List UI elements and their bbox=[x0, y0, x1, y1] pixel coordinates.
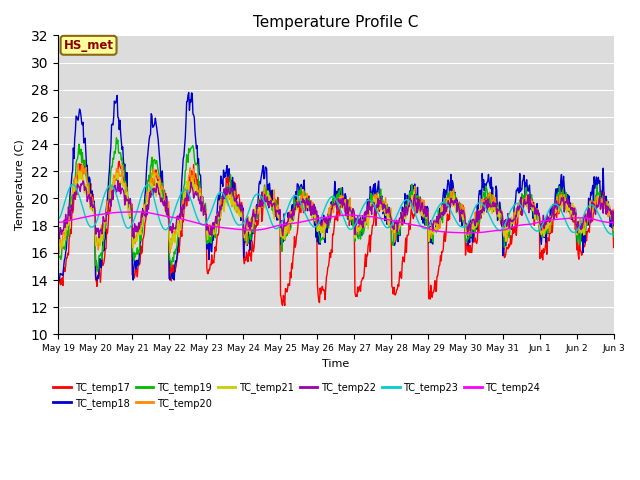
TC_temp19 bbox=[477, 204, 484, 210]
TC_temp20 bbox=[74, 161, 82, 167]
TC_temp22 bbox=[610, 223, 618, 229]
Line: TC_temp19: TC_temp19 bbox=[58, 138, 614, 271]
TC_temp22 bbox=[54, 228, 62, 234]
Line: TC_temp23: TC_temp23 bbox=[58, 184, 614, 234]
TC_temp22 bbox=[393, 217, 401, 223]
TC_temp19 bbox=[534, 216, 541, 221]
TC_temp17 bbox=[281, 303, 289, 309]
TC_temp19 bbox=[378, 195, 386, 201]
TC_temp21 bbox=[533, 209, 541, 215]
Line: TC_temp20: TC_temp20 bbox=[58, 164, 614, 254]
TC_temp22 bbox=[378, 201, 386, 206]
TC_temp24 bbox=[134, 209, 141, 215]
Line: TC_temp18: TC_temp18 bbox=[58, 93, 614, 280]
TC_temp18 bbox=[89, 208, 97, 214]
TC_temp19 bbox=[610, 234, 618, 240]
TC_temp21 bbox=[409, 199, 417, 205]
TC_temp24 bbox=[477, 229, 484, 235]
TC_temp23 bbox=[89, 224, 97, 230]
TC_temp21 bbox=[476, 206, 484, 212]
TC_temp21 bbox=[610, 223, 618, 228]
TC_temp20 bbox=[477, 208, 484, 214]
TC_temp17 bbox=[393, 287, 401, 293]
TC_temp19 bbox=[393, 228, 401, 234]
Line: TC_temp22: TC_temp22 bbox=[58, 180, 614, 239]
TC_temp18 bbox=[54, 272, 62, 278]
TC_temp24 bbox=[88, 213, 96, 218]
Text: HS_met: HS_met bbox=[63, 39, 113, 52]
TC_temp21 bbox=[54, 246, 62, 252]
TC_temp18 bbox=[534, 216, 541, 222]
TC_temp20 bbox=[55, 252, 63, 257]
TC_temp19 bbox=[54, 254, 62, 260]
TC_temp17 bbox=[54, 269, 62, 275]
TC_temp23 bbox=[378, 217, 385, 223]
TC_temp18 bbox=[56, 277, 63, 283]
TC_temp18 bbox=[410, 183, 417, 189]
TC_temp17 bbox=[610, 245, 618, 251]
TC_temp22 bbox=[410, 202, 417, 208]
Title: Temperature Profile C: Temperature Profile C bbox=[253, 15, 419, 30]
TC_temp23 bbox=[476, 200, 484, 206]
TC_temp23 bbox=[68, 181, 76, 187]
Line: TC_temp21: TC_temp21 bbox=[58, 171, 614, 249]
TC_temp18 bbox=[185, 90, 193, 96]
TC_temp21 bbox=[89, 200, 97, 206]
TC_temp24 bbox=[464, 230, 472, 236]
Line: TC_temp24: TC_temp24 bbox=[58, 212, 614, 233]
TC_temp20 bbox=[54, 240, 62, 245]
TC_temp24 bbox=[392, 218, 400, 224]
TC_temp21 bbox=[378, 199, 385, 205]
Legend: TC_temp17, TC_temp18, TC_temp19, TC_temp20, TC_temp21, TC_temp22, TC_temp23, TC_: TC_temp17, TC_temp18, TC_temp19, TC_temp… bbox=[50, 378, 544, 413]
TC_temp20 bbox=[90, 205, 97, 211]
Line: TC_temp17: TC_temp17 bbox=[58, 160, 614, 306]
TC_temp17 bbox=[410, 216, 417, 221]
TC_temp20 bbox=[393, 227, 401, 232]
TC_temp18 bbox=[378, 193, 386, 199]
TC_temp21 bbox=[75, 168, 83, 174]
TC_temp23 bbox=[392, 215, 400, 220]
TC_temp22 bbox=[534, 207, 541, 213]
TC_temp24 bbox=[409, 222, 417, 228]
TC_temp23 bbox=[533, 228, 541, 234]
TC_temp18 bbox=[477, 187, 484, 193]
TC_temp19 bbox=[88, 199, 96, 204]
TC_temp22 bbox=[56, 236, 63, 241]
TC_temp19 bbox=[94, 268, 102, 274]
TC_temp19 bbox=[113, 135, 120, 141]
TC_temp24 bbox=[54, 219, 62, 225]
X-axis label: Time: Time bbox=[322, 359, 349, 369]
TC_temp17 bbox=[378, 201, 386, 207]
TC_temp20 bbox=[610, 228, 618, 233]
TC_temp17 bbox=[477, 216, 484, 221]
TC_temp19 bbox=[410, 191, 417, 196]
TC_temp20 bbox=[534, 210, 541, 216]
TC_temp24 bbox=[610, 220, 618, 226]
TC_temp24 bbox=[378, 216, 385, 221]
TC_temp18 bbox=[610, 232, 618, 238]
TC_temp20 bbox=[378, 200, 386, 206]
TC_temp17 bbox=[534, 217, 541, 223]
TC_temp22 bbox=[114, 178, 122, 183]
TC_temp24 bbox=[534, 219, 541, 225]
TC_temp23 bbox=[610, 231, 618, 237]
Y-axis label: Temperature (C): Temperature (C) bbox=[15, 140, 25, 230]
TC_temp18 bbox=[393, 231, 401, 237]
TC_temp23 bbox=[409, 204, 417, 210]
TC_temp23 bbox=[54, 216, 62, 222]
TC_temp20 bbox=[410, 196, 417, 202]
TC_temp22 bbox=[89, 204, 97, 210]
TC_temp17 bbox=[89, 191, 97, 197]
TC_temp17 bbox=[81, 157, 88, 163]
TC_temp21 bbox=[392, 224, 400, 230]
TC_temp22 bbox=[477, 211, 484, 216]
